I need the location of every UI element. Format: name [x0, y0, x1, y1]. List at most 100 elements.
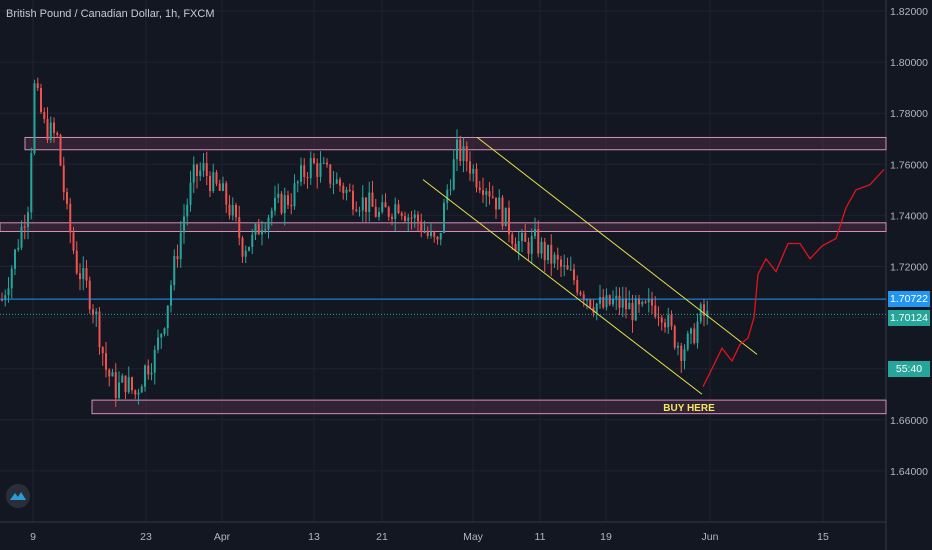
candle: [683, 344, 686, 370]
candle: [40, 83, 42, 114]
supply-demand-zone[interactable]: [91, 399, 887, 415]
candle-body: [108, 369, 111, 377]
candle-body: [501, 197, 504, 227]
candle: [95, 308, 98, 327]
candle: [170, 280, 172, 313]
candle-body: [205, 163, 208, 176]
candle: [296, 180, 299, 193]
candle: [309, 151, 312, 185]
candle-body: [212, 172, 215, 192]
candle: [313, 153, 315, 165]
candle: [222, 176, 224, 192]
candle: [72, 226, 75, 255]
channel-line[interactable]: [422, 179, 703, 395]
candle: [621, 286, 624, 317]
candle-body: [348, 189, 351, 191]
candle-body: [634, 298, 637, 321]
candle: [82, 256, 85, 291]
channel-line[interactable]: [476, 136, 758, 355]
candle-body: [192, 164, 195, 183]
candle-body: [352, 190, 354, 210]
candle-body: [59, 134, 62, 166]
candle: [43, 107, 46, 124]
candle-body: [436, 236, 439, 240]
candle-body: [446, 189, 449, 203]
candle: [235, 202, 237, 222]
candle-body: [621, 298, 624, 308]
candle-body: [690, 328, 692, 334]
candle: [290, 193, 293, 215]
candle-body: [183, 216, 185, 233]
candle: [176, 244, 179, 268]
time-tick-label: Apr: [214, 531, 231, 543]
candle-body: [647, 298, 650, 303]
candle-body: [335, 179, 338, 184]
candle: [10, 265, 13, 299]
price-tick-label: 1.72000: [890, 262, 928, 274]
supply-demand-zone[interactable]: [24, 136, 887, 151]
candle-body: [579, 292, 582, 295]
price-tick-label: 1.80000: [890, 57, 928, 69]
candle-body: [309, 158, 312, 179]
candle-body: [527, 241, 530, 254]
candle-body: [238, 217, 241, 238]
candle: [199, 162, 202, 182]
candle: [137, 388, 140, 405]
candle-body: [423, 231, 426, 233]
candle: [153, 345, 156, 385]
candle: [462, 137, 465, 173]
candle: [664, 318, 666, 333]
candle-body: [560, 259, 562, 267]
candle: [446, 184, 449, 210]
candle-body: [706, 310, 709, 317]
candle: [209, 171, 211, 198]
candle: [144, 364, 146, 392]
time-tick-label: 9: [30, 531, 36, 543]
candle: [537, 220, 540, 258]
candle-body: [40, 88, 42, 112]
candle: [417, 211, 419, 232]
candle-body: [641, 301, 644, 305]
candle: [693, 323, 696, 345]
candle: [579, 290, 582, 297]
candle-body: [296, 181, 299, 184]
candle-body: [361, 197, 364, 211]
candle: [339, 177, 341, 192]
candle: [699, 302, 702, 324]
candle-body: [462, 146, 465, 162]
candle: [79, 263, 81, 291]
candle-body: [75, 250, 78, 274]
candle-body: [537, 228, 540, 254]
candle-body: [374, 206, 377, 217]
projection-path[interactable]: [702, 168, 885, 387]
candle-body: [660, 317, 663, 323]
candle-body: [244, 250, 247, 257]
candle-body: [251, 234, 254, 247]
time-tick-label: May: [463, 531, 484, 543]
candle-body: [664, 322, 666, 328]
candle-body: [257, 223, 260, 235]
candle-body: [7, 288, 10, 296]
candle: [228, 195, 231, 220]
tradingview-logo-icon[interactable]: [6, 484, 30, 508]
candle: [352, 184, 354, 216]
candle: [599, 284, 601, 309]
candle: [1, 292, 3, 302]
candle-body: [43, 111, 46, 120]
candle: [14, 248, 16, 276]
candle-body: [654, 305, 657, 317]
candle: [491, 185, 494, 199]
candle: [511, 231, 514, 250]
candle-body: [121, 375, 124, 383]
candle: [371, 180, 374, 208]
candle: [469, 151, 471, 181]
candle-body: [365, 197, 367, 212]
candle-body: [638, 298, 640, 305]
candle: [573, 263, 575, 285]
buy-here-annotation: BUY HERE: [663, 403, 715, 414]
candle: [121, 373, 124, 383]
candle: [131, 376, 133, 394]
candle: [452, 149, 455, 191]
candle: [241, 235, 244, 263]
